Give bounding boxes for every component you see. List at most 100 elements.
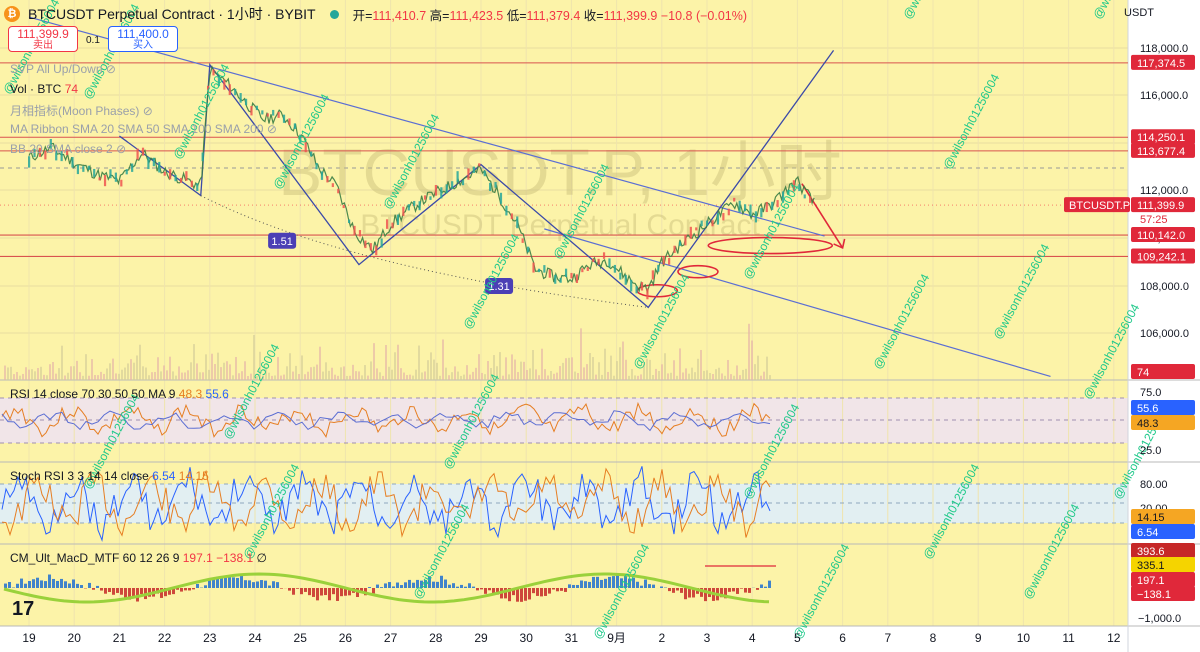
macd-bar bbox=[368, 587, 371, 588]
time-tick: 21 bbox=[113, 631, 127, 645]
candle bbox=[809, 196, 812, 203]
indicator-svp[interactable]: SVP All Up/Down ⊘ bbox=[10, 62, 116, 76]
stoch-k-line bbox=[1, 466, 771, 542]
indicator-macd[interactable]: CM_Ult_MacD_MTF 60 12 26 9 197.1 −138.1 … bbox=[10, 551, 267, 565]
stoch-badge: 6.54 bbox=[1137, 527, 1158, 539]
time-tick: 2 bbox=[658, 631, 665, 645]
volume-bar bbox=[739, 375, 741, 380]
volume-bar bbox=[151, 372, 153, 380]
change-readout: −10.8 (−0.01%) bbox=[660, 8, 748, 23]
volume-bar bbox=[703, 370, 705, 380]
macd-bar bbox=[560, 588, 563, 591]
volume-bar bbox=[751, 340, 753, 380]
empty-set-icon: ∅ bbox=[256, 551, 267, 565]
volume-bar bbox=[313, 366, 315, 380]
volume-bar bbox=[103, 373, 105, 380]
macd-bar bbox=[212, 578, 215, 588]
volume-bar bbox=[685, 368, 687, 380]
drawings: 1.51 1.31 bbox=[28, 16, 1051, 378]
candle bbox=[98, 177, 101, 181]
macd-bar bbox=[340, 588, 343, 597]
macd-bar bbox=[680, 588, 683, 593]
symbol-title[interactable]: BTCUSDT Perpetual Contract · 1小时 · BYBIT bbox=[28, 6, 316, 22]
volume-bar bbox=[616, 361, 618, 380]
volume-bar bbox=[613, 375, 615, 380]
macd-bar bbox=[652, 584, 655, 588]
volume-bar bbox=[688, 373, 690, 380]
indicator-rsi[interactable]: RSI 14 close 70 30 50 50 MA 9 48.3 55.6 bbox=[10, 387, 229, 401]
candle bbox=[673, 245, 676, 253]
macd-bar bbox=[616, 575, 619, 588]
macd-bar bbox=[552, 588, 555, 590]
price-level-lines bbox=[0, 62, 1128, 257]
candle bbox=[272, 109, 275, 116]
spread-value: 0.1 bbox=[86, 35, 100, 46]
volume-bar bbox=[52, 362, 54, 380]
macd-bar bbox=[532, 588, 535, 594]
candle bbox=[244, 98, 248, 106]
price-tick: 116,000.0 bbox=[1140, 90, 1188, 102]
macd-bar bbox=[728, 588, 731, 592]
volume-bar bbox=[247, 375, 249, 380]
candle bbox=[109, 169, 112, 179]
macd-bar bbox=[660, 586, 663, 588]
volume-bar bbox=[589, 353, 591, 380]
macd-bar bbox=[740, 588, 743, 589]
candle bbox=[60, 151, 63, 162]
time-tick: 11 bbox=[1062, 631, 1075, 645]
indicator-bb[interactable]: BB 20 SMA close 2 ⊘ bbox=[10, 142, 127, 156]
candle bbox=[28, 156, 31, 168]
macd-bar bbox=[60, 578, 63, 588]
macd-badge-box bbox=[1131, 557, 1195, 572]
candle bbox=[494, 182, 497, 188]
volume-bar bbox=[58, 368, 60, 380]
volume-bar bbox=[700, 349, 702, 380]
macd-bar bbox=[504, 588, 507, 599]
candle bbox=[152, 157, 155, 167]
macd-bar bbox=[516, 588, 519, 602]
macd-bar bbox=[4, 583, 7, 588]
hidden-eye-icon: ⊘ bbox=[266, 122, 277, 136]
volume-bar bbox=[286, 366, 288, 380]
volume-bar bbox=[499, 352, 501, 380]
price-level-badge-box bbox=[1131, 197, 1195, 213]
chart-header: ₿ BTCUSDT Perpetual Contract · 1小时 · BYB… bbox=[4, 4, 747, 24]
volume-bar bbox=[106, 368, 108, 380]
candle bbox=[385, 219, 389, 229]
watermark-main: BTCUSDT.P, 1小时 bbox=[278, 135, 842, 209]
volume-bar bbox=[733, 375, 735, 380]
volume-bar bbox=[193, 344, 195, 380]
time-tick: 19 bbox=[22, 631, 36, 645]
candle bbox=[234, 88, 237, 96]
macd-bar bbox=[52, 578, 55, 588]
volume-bar bbox=[478, 354, 480, 380]
macd-bar bbox=[256, 581, 259, 588]
macd-bar bbox=[80, 585, 83, 588]
macd-badge-box bbox=[1131, 586, 1195, 601]
volume-bar bbox=[376, 368, 378, 380]
indicator-stoch-rsi[interactable]: Stoch RSI 3 3 14 14 close 6.54 14.15 bbox=[10, 469, 209, 483]
sell-button[interactable]: 111,399.9 卖出 bbox=[8, 26, 78, 52]
indicator-moon[interactable]: 月相指标(Moon Phases) ⊘ bbox=[10, 104, 153, 118]
volume-bar bbox=[340, 367, 342, 380]
macd-bar bbox=[92, 588, 95, 590]
candle bbox=[754, 211, 758, 223]
indicator-volume[interactable]: Vol · BTC 74 bbox=[10, 82, 79, 96]
candle bbox=[239, 93, 242, 103]
indicator-ma-ribbon[interactable]: MA Ribbon SMA 20 SMA 50 SMA 100 SMA 200 … bbox=[10, 122, 277, 136]
candle bbox=[554, 274, 557, 284]
price-level-badge: 117,374.5 bbox=[1137, 58, 1185, 70]
candle bbox=[510, 213, 513, 220]
macd-bar bbox=[264, 580, 267, 588]
volume-bar bbox=[253, 334, 255, 380]
volume-bar bbox=[643, 362, 645, 380]
macd-bar bbox=[188, 588, 191, 591]
currency-label[interactable]: USDT bbox=[1124, 7, 1154, 19]
volume-bar bbox=[76, 360, 78, 380]
buy-button[interactable]: 111,400.0 买入 bbox=[108, 26, 178, 52]
macd-bar bbox=[8, 582, 11, 588]
volume-bar bbox=[577, 373, 579, 380]
volume-bar bbox=[4, 365, 6, 380]
volume-bar bbox=[712, 374, 714, 380]
